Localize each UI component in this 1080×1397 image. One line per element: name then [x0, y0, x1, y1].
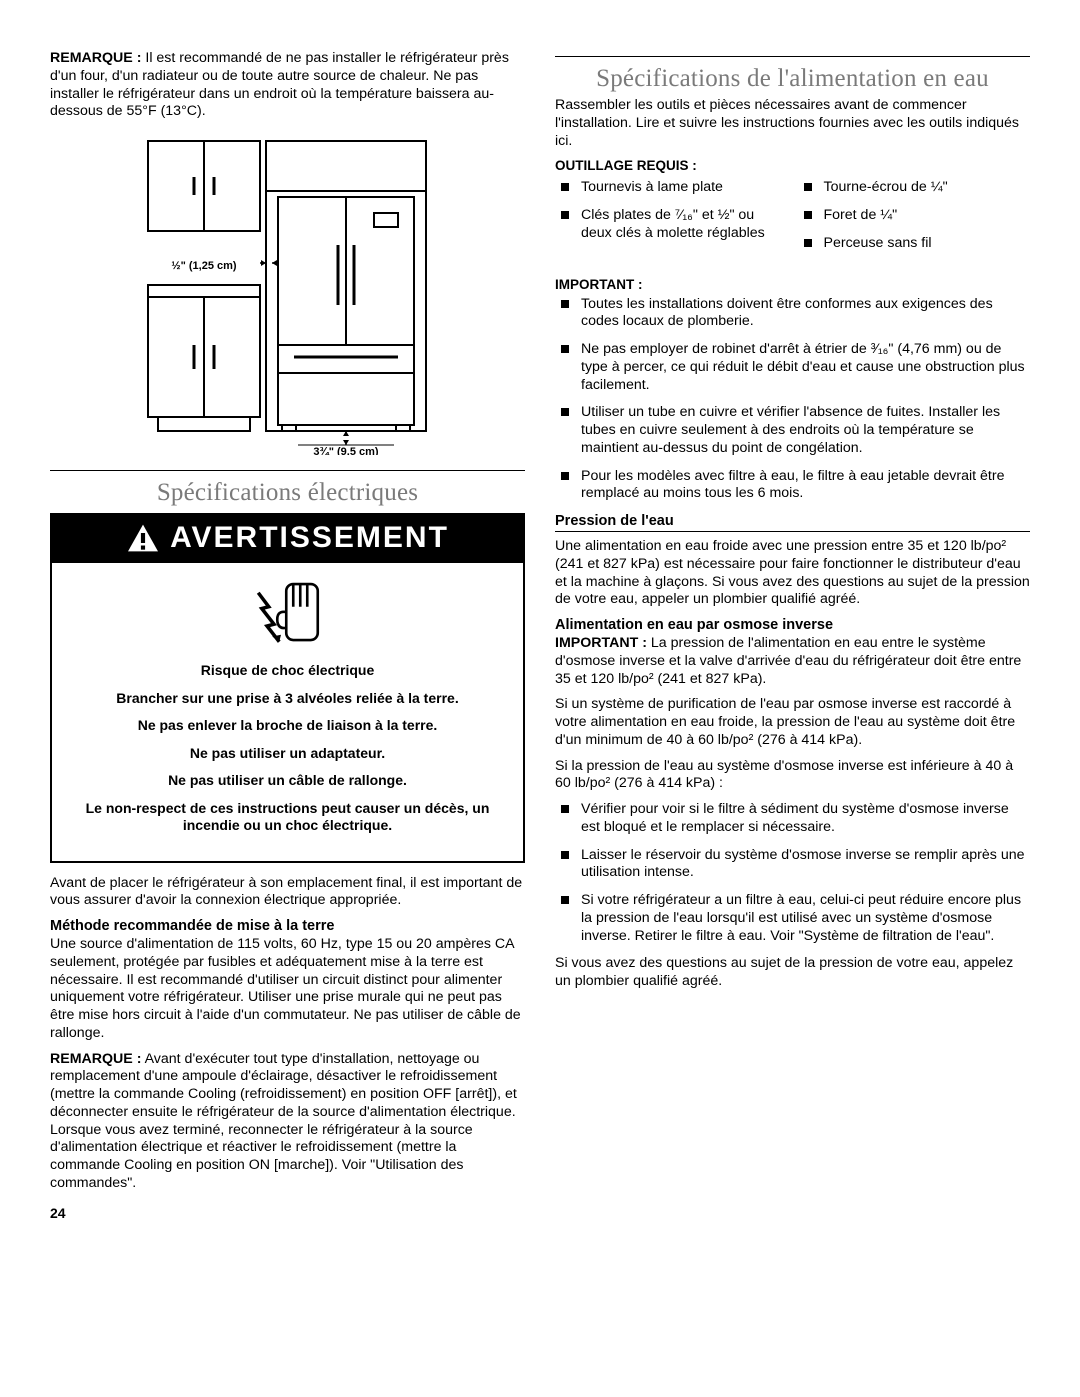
tool-item: Foret de ¼" — [798, 207, 1031, 225]
tools-list: Tournevis à lame plate Clés plates de ⁷⁄… — [555, 175, 1030, 270]
osmose-list: Vérifier pour voir si le filtre à sédime… — [555, 801, 1030, 945]
important-list: Toutes les installations doivent être co… — [555, 296, 1030, 504]
warn-line-4: Ne pas utiliser un adaptateur. — [72, 745, 503, 763]
elec-title: Spécifications électriques — [50, 479, 525, 507]
list-item: Toutes les installations doivent être co… — [555, 296, 1030, 332]
rule — [50, 470, 525, 471]
method-head: Méthode recommandée de mise à la terre — [50, 918, 525, 934]
diag-left-label: ½" (1,25 cm) — [171, 260, 236, 272]
list-item: Si votre réfrigérateur a un filtre à eau… — [555, 892, 1030, 945]
list-item: Utiliser un tube en cuivre et vérifier l… — [555, 404, 1030, 457]
water-intro: Rassembler les outils et pièces nécessai… — [555, 97, 1030, 150]
warn-line-5: Ne pas utiliser un câble de rallonge. — [72, 772, 503, 790]
osmose-p3: Si la pression de l'eau au système d'osm… — [555, 758, 1030, 794]
remarque-intro: REMARQUE : Il est recommandé de ne pas i… — [50, 50, 525, 121]
remarque-label: REMARQUE : — [50, 50, 141, 66]
warning-body: Risque de choc électrique Brancher sur u… — [52, 662, 523, 861]
tool-item: Tourne-écrou de ¼" — [798, 179, 1031, 197]
diag-bottom-label: 3¾" (9,5 cm) — [313, 446, 378, 455]
pressure-head: Pression de l'eau — [555, 513, 1030, 529]
shock-icon-row — [52, 563, 523, 662]
remarque2-label: REMARQUE : — [50, 1051, 141, 1067]
install-diagram: ½" (1,25 cm) 3¾" (9,5 cm) — [50, 135, 525, 460]
warning-word: AVERTISSEMENT — [170, 521, 449, 555]
tool-item: Clés plates de ⁷⁄₁₆" et ½" ou deux clés … — [555, 207, 788, 243]
method-body: Une source d'alimentation de 115 volts, … — [50, 936, 525, 1043]
tool-item: Tournevis à lame plate — [555, 179, 788, 197]
warning-triangle-icon — [126, 523, 160, 553]
important-head: IMPORTANT : — [555, 277, 1030, 292]
water-title: Spécifications de l'alimentation en eau — [555, 65, 1030, 93]
rule — [555, 56, 1030, 57]
list-item: Pour les modèles avec filtre à eau, le f… — [555, 468, 1030, 504]
osmose-imp: IMPORTANT : La pression de l'alimentatio… — [555, 635, 1030, 688]
warn-line-6: Le non-respect de ces instructions peut … — [72, 800, 503, 835]
warn-line-2: Brancher sur une prise à 3 alvéoles reli… — [72, 690, 503, 708]
osmose-p2: Si un système de purification de l'eau p… — [555, 696, 1030, 749]
closing-text: Si vous avez des questions au sujet de l… — [555, 955, 1030, 991]
pressure-body: Une alimentation en eau froide avec une … — [555, 538, 1030, 609]
page-number: 24 — [50, 1205, 525, 1221]
osmose-head: Alimentation en eau par osmose inverse — [555, 617, 1030, 633]
warning-box: AVERTISSEMENT — [50, 513, 525, 863]
warn-line-3: Ne pas enlever la broche de liaison à la… — [72, 717, 503, 735]
warn-line-1: Risque de choc électrique — [72, 662, 503, 680]
list-item: Laisser le réservoir du système d'osmose… — [555, 847, 1030, 883]
remarque2: REMARQUE : Avant d'exécuter tout type d'… — [50, 1051, 525, 1193]
tools-head: OUTILLAGE REQUIS : — [555, 158, 1030, 173]
tool-item: Perceuse sans fil — [798, 235, 1031, 253]
list-item: Vérifier pour voir si le filtre à sédime… — [555, 801, 1030, 837]
before-place-text: Avant de placer le réfrigérateur à son e… — [50, 875, 525, 911]
osmose-imp-label: IMPORTANT : — [555, 635, 647, 651]
rule — [555, 531, 1030, 532]
electric-shock-hand-icon — [253, 577, 323, 647]
warning-header: AVERTISSEMENT — [52, 515, 523, 563]
list-item: Ne pas employer de robinet d'arrêt à étr… — [555, 341, 1030, 394]
remarque2-text: Avant d'exécuter tout type d'installatio… — [50, 1051, 517, 1191]
